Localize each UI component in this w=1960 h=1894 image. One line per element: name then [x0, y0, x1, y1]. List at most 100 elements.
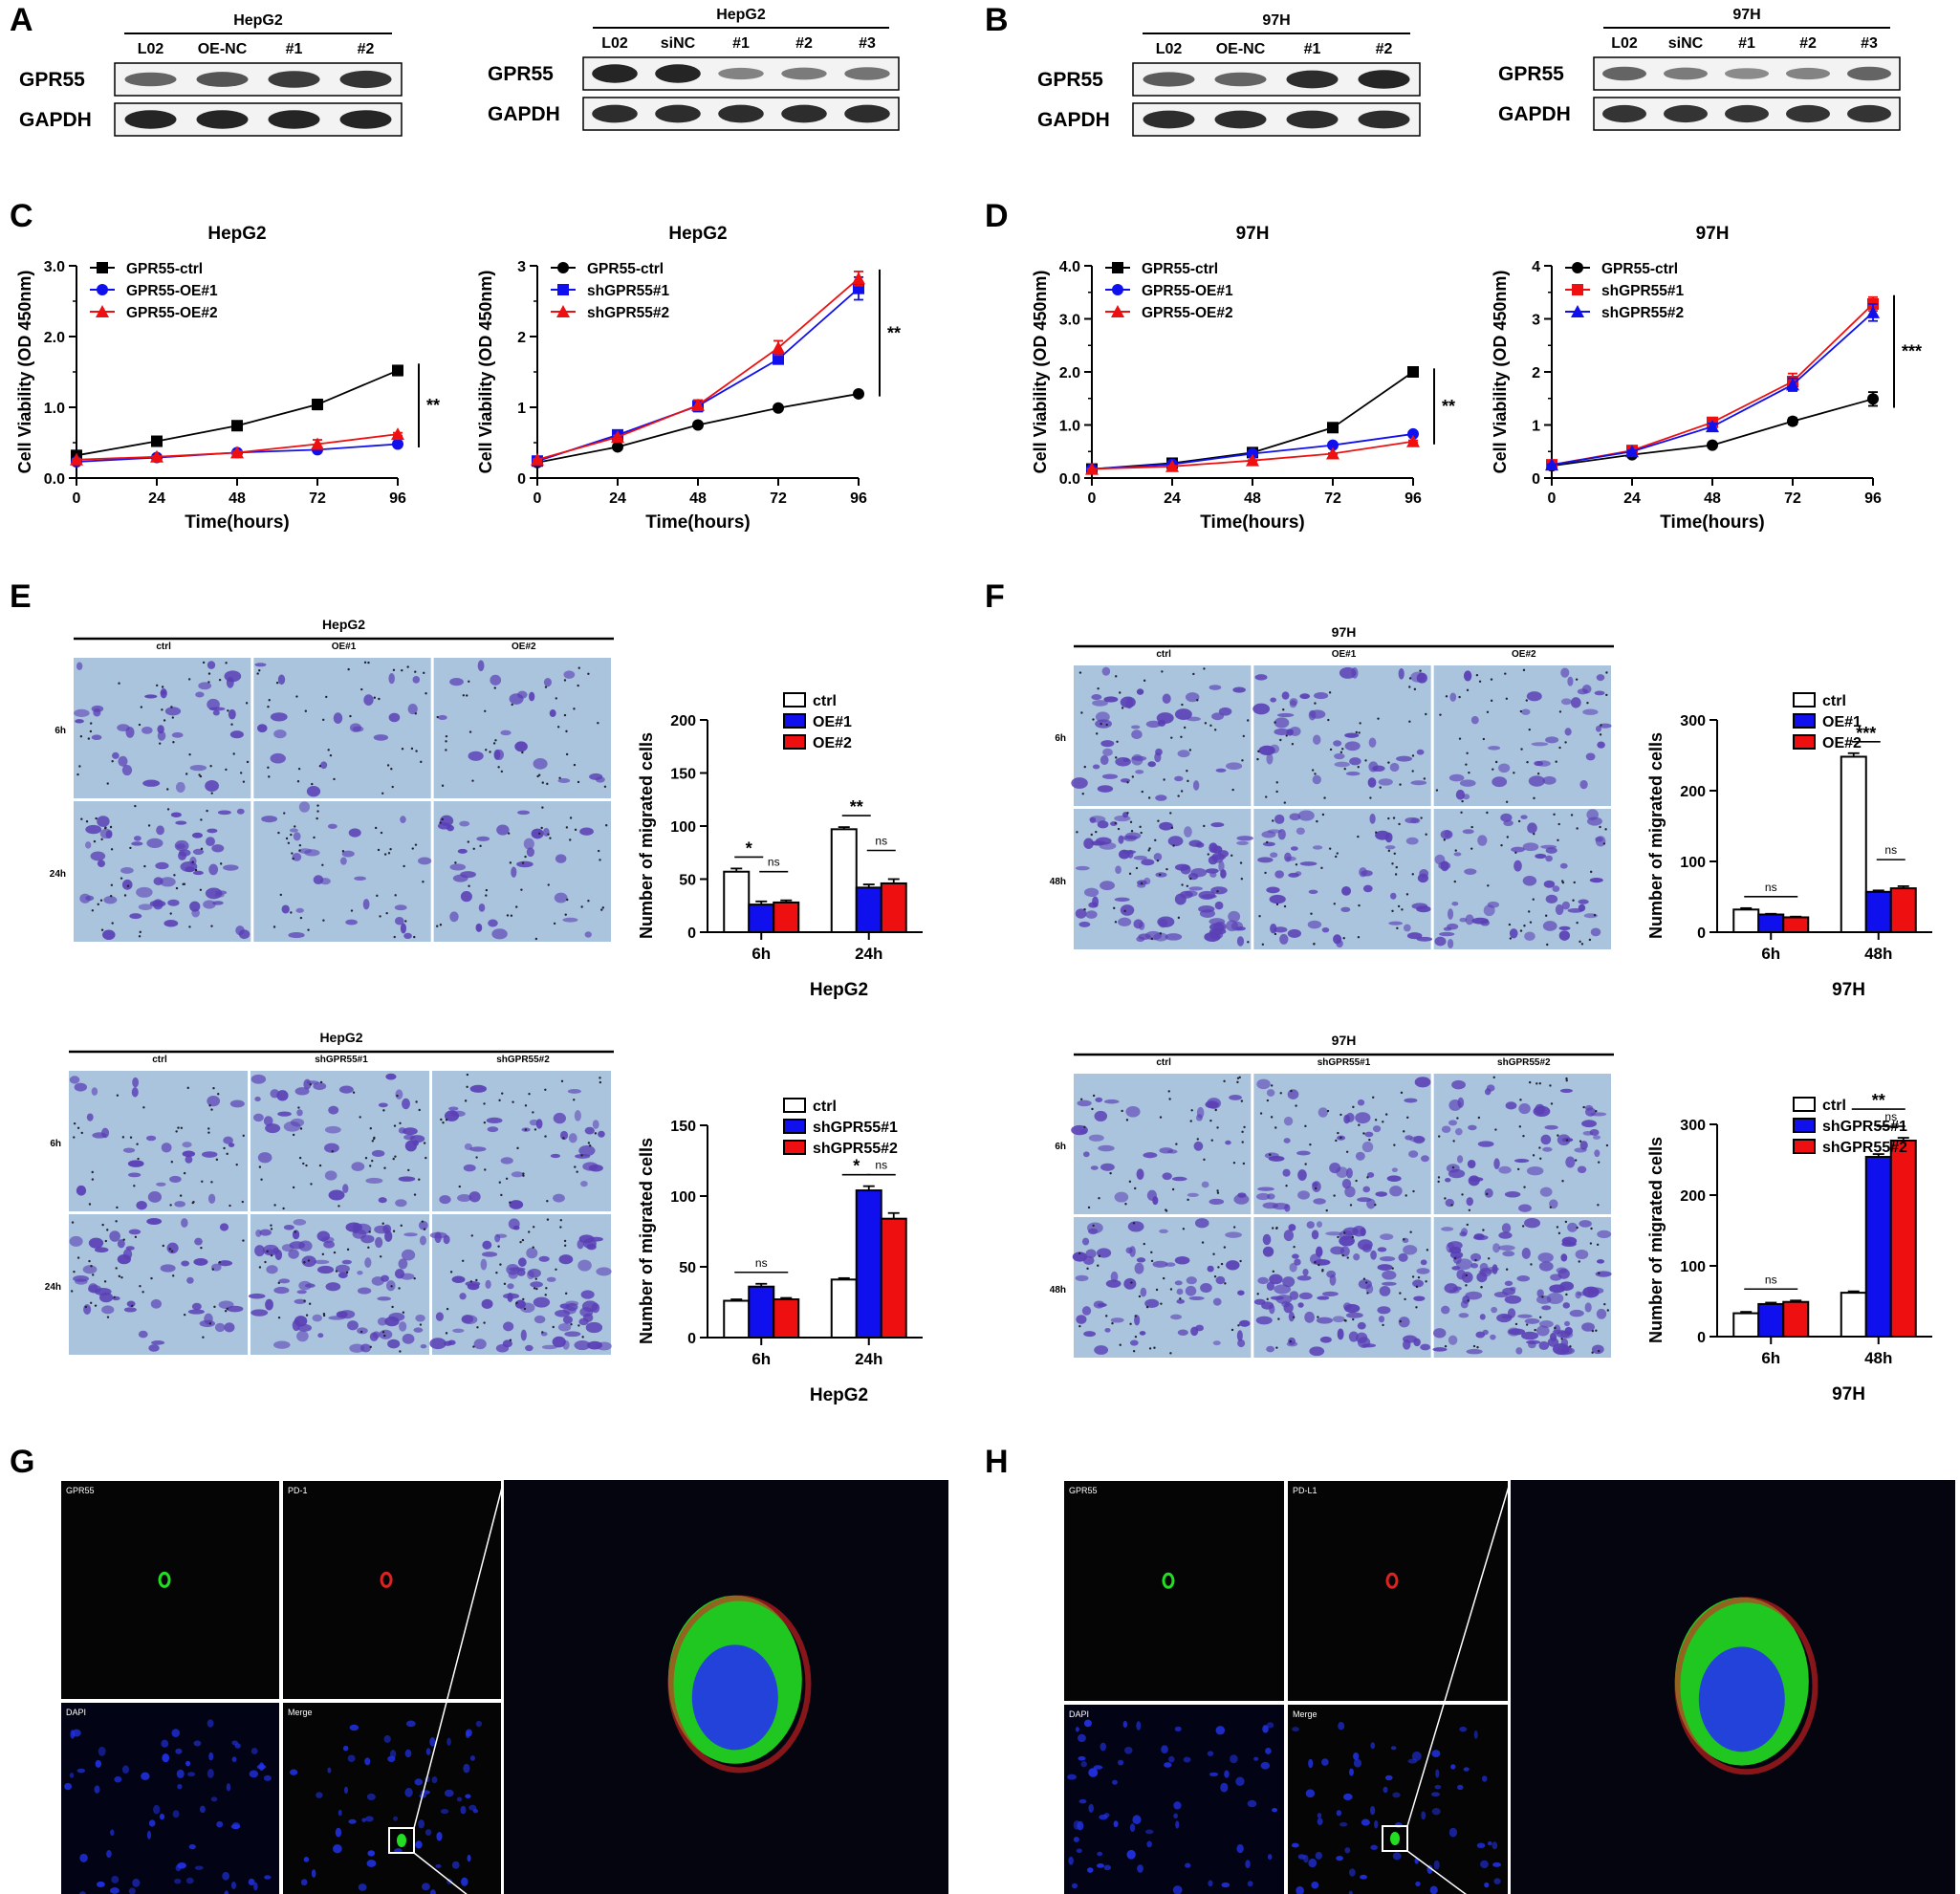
blot-protein-label: GAPDH: [1498, 103, 1571, 125]
y-tick-label: 200: [1680, 784, 1706, 800]
membrane-pore: [461, 1259, 465, 1262]
stained-cell: [529, 1119, 539, 1126]
stained-cell: [1281, 691, 1290, 700]
membrane-pore: [1595, 1329, 1598, 1332]
membrane-pore: [1328, 691, 1332, 694]
membrane-pore: [1399, 783, 1402, 786]
stained-cell: [203, 900, 216, 909]
stained-cell: [122, 1147, 136, 1153]
stained-cell: [1453, 852, 1462, 857]
blot-band: [844, 67, 890, 80]
membrane-pore: [493, 686, 496, 689]
stained-cell: [1521, 1248, 1531, 1259]
membrane-pore: [399, 1121, 402, 1125]
zoom-line: [413, 1852, 468, 1894]
membrane-pore: [179, 1194, 183, 1197]
nucleus: [1421, 1811, 1426, 1820]
stained-cell: [1355, 1112, 1371, 1124]
membrane-pore: [268, 775, 271, 778]
membrane-pore: [346, 1248, 350, 1252]
membrane-pore: [1482, 1229, 1485, 1231]
stained-cell: [1152, 1260, 1168, 1268]
nucleus: [132, 1878, 141, 1887]
stained-cell: [407, 704, 418, 715]
nucleus: [440, 1809, 449, 1815]
stained-cell: [1487, 901, 1500, 908]
membrane-pore: [484, 709, 487, 712]
stained-cell: [1124, 832, 1142, 839]
membrane-pore: [186, 1086, 189, 1090]
membrane-pore: [1574, 1159, 1578, 1162]
stained-cell: [1139, 1331, 1146, 1336]
membrane-pore: [1138, 1295, 1142, 1298]
stained-cell: [1468, 1124, 1477, 1131]
stained-cell: [1143, 1152, 1158, 1159]
stained-cell: [1452, 1255, 1462, 1264]
membrane-pore: [1274, 721, 1276, 724]
stained-cell: [126, 1300, 136, 1308]
nucleus: [429, 1889, 436, 1894]
nucleus: [366, 1860, 377, 1867]
membrane-pore: [1114, 821, 1117, 825]
stained-cell: [1344, 741, 1361, 751]
membrane-pore: [565, 752, 569, 756]
membrane-pore: [89, 722, 93, 725]
stained-cell: [298, 801, 311, 813]
membrane-pore: [316, 816, 318, 820]
membrane-pore: [1516, 1167, 1520, 1171]
stained-cell: [205, 887, 223, 900]
membrane-pore: [436, 715, 439, 719]
bar: [1840, 755, 1867, 933]
stained-cell: [1085, 910, 1098, 919]
stained-cell: [1560, 1253, 1568, 1262]
stained-cell: [1578, 899, 1589, 904]
membrane-pore: [89, 729, 93, 733]
stained-cell: [1379, 1255, 1396, 1262]
stained-cell: [1296, 1275, 1312, 1281]
nucleus: [76, 1768, 86, 1774]
membrane-pore: [519, 1240, 522, 1244]
membrane-pore: [177, 1126, 180, 1129]
membrane-pore: [507, 832, 511, 835]
membrane-pore: [1435, 789, 1439, 792]
grid-row-label: 6h: [50, 1139, 61, 1149]
data-point-marker: [1787, 415, 1798, 427]
nucleus: [1435, 1769, 1440, 1778]
membrane-pore: [359, 1116, 361, 1119]
membrane-pore: [1187, 1198, 1189, 1202]
membrane-pore: [1078, 1252, 1081, 1254]
membrane-pore: [1098, 1196, 1100, 1200]
stained-cell: [354, 876, 366, 882]
stained-cell: [1597, 741, 1605, 749]
transwell-image: [250, 1214, 429, 1355]
membrane-pore: [1080, 711, 1083, 714]
stained-cell: [93, 708, 101, 717]
membrane-pore: [374, 826, 378, 830]
stained-cell: [1528, 775, 1545, 787]
nucleus: [1431, 1808, 1441, 1816]
nucleus: [141, 1772, 150, 1780]
significance-label: **: [426, 396, 440, 415]
blot-protein-label: GAPDH: [1037, 109, 1110, 131]
stained-cell: [1297, 1190, 1310, 1200]
membrane-pore: [471, 779, 474, 782]
zoom-box: [388, 1827, 415, 1854]
stained-cell: [1536, 1289, 1544, 1298]
stained-cell: [1308, 889, 1318, 894]
stained-cell: [1114, 897, 1130, 903]
membrane-pore: [242, 1134, 245, 1138]
stained-cell: [1538, 1340, 1550, 1350]
nucleus: [222, 1871, 230, 1881]
stained-cell: [1412, 1279, 1424, 1288]
grid-row-label: 48h: [1050, 877, 1066, 887]
stained-cell: [328, 1316, 346, 1320]
stained-cell: [1101, 773, 1119, 779]
nucleus: [1348, 1868, 1356, 1877]
membrane-pore: [1293, 1245, 1296, 1249]
transwell-image: [1433, 809, 1611, 949]
stained-cell: [1590, 1112, 1607, 1117]
stained-cell: [325, 1282, 341, 1292]
membrane-pore: [410, 747, 414, 751]
membrane-pore: [1207, 853, 1209, 856]
membrane-pore: [546, 782, 549, 786]
